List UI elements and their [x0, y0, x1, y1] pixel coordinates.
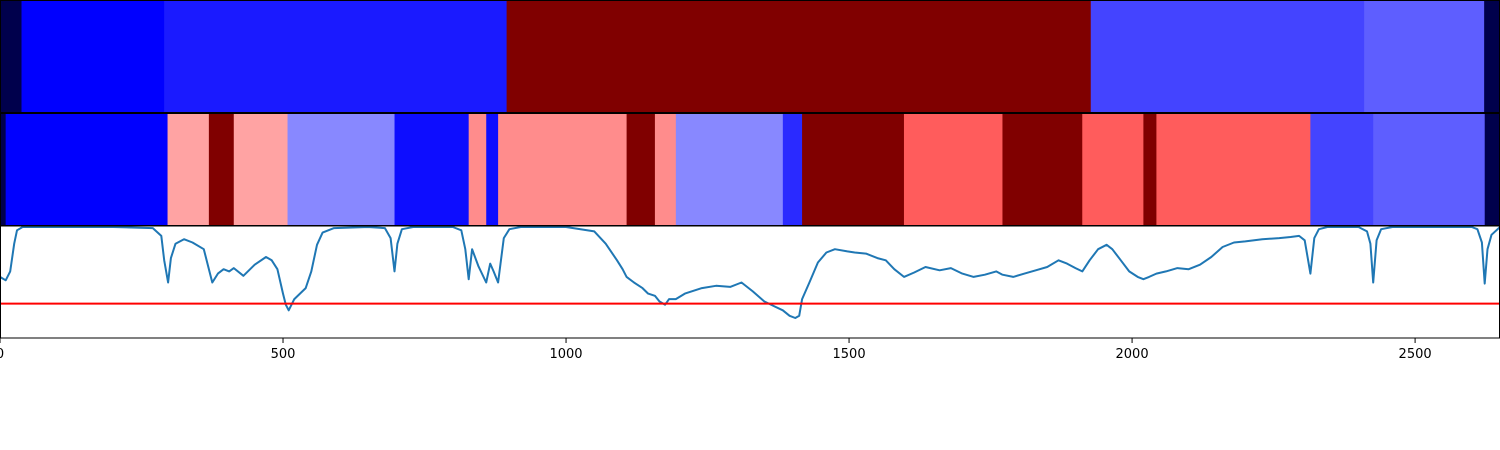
track-2-segment-7 [394, 114, 470, 225]
x-tick-label-6: 2500 [1399, 347, 1432, 362]
track-1-segment-4 [506, 1, 1092, 112]
track-2-segment-5 [233, 114, 289, 225]
x-tick-label-1: 0 [0, 347, 4, 362]
track-2-segment-18 [1082, 114, 1144, 225]
track-2-segment-22 [1373, 114, 1486, 225]
track-2-segment-19 [1143, 114, 1158, 225]
track-2-segment-10 [498, 114, 628, 225]
x-tick-label-5: 2000 [1116, 347, 1149, 362]
track-2-segment-6 [287, 114, 396, 225]
track-2-segment-4 [208, 114, 235, 225]
track-1-segment-7 [1484, 1, 1500, 112]
line-panel-frame [0, 225, 1500, 339]
track-2-segment-11 [626, 114, 656, 225]
track-2-segment-16 [903, 114, 1004, 225]
track-1-segment-1 [0, 1, 23, 112]
track-2-segment-23 [1484, 114, 1500, 225]
track-2-segment-14 [782, 114, 803, 225]
track-2-segment-2 [5, 114, 169, 225]
track-2-segment-1 [0, 114, 7, 225]
x-tick-label-3: 1000 [549, 347, 582, 362]
track-2-segment-13 [675, 114, 784, 225]
line-panel [0, 226, 1500, 319]
track-2-segment-3 [167, 114, 210, 225]
track-2-segment-21 [1310, 114, 1374, 225]
track-1-segment-3 [164, 1, 508, 112]
track-2-segment-20 [1156, 114, 1311, 225]
x-tick-label-2: 500 [271, 347, 296, 362]
track-2-segment-8 [468, 114, 487, 225]
heatmap-tracks [0, 1, 1500, 225]
track-2-segment-12 [654, 114, 677, 225]
x-tick-label-4: 1500 [833, 347, 866, 362]
track-2-segment-15 [802, 114, 905, 225]
x-axis: 0 500 1000 1500 2000 2500 [0, 338, 1432, 362]
track-1-segment-6 [1364, 1, 1485, 112]
track-2-segment-9 [486, 114, 499, 225]
series-line [0, 226, 1500, 319]
track-1-segment-5 [1090, 1, 1365, 112]
track-1-segment-2 [21, 1, 165, 112]
track-2-segment-17 [1002, 114, 1083, 225]
